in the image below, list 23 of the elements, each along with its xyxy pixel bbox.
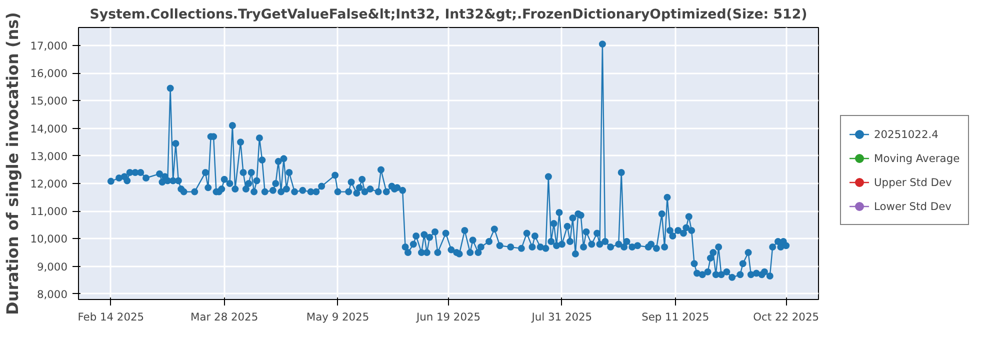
x-tick-label: Jun 19 2025 [415, 310, 481, 324]
y-axis-title: Duration of single invocation (ns) [3, 12, 22, 315]
y-tick-label: 9,000 [36, 260, 68, 274]
y-tick-label: 8,000 [36, 288, 68, 301]
y-tick-label: 12,000 [30, 178, 68, 191]
x-tick-label: May 9 2025 [306, 310, 370, 324]
y-tick-label: 14,000 [30, 122, 68, 136]
legend-label: Upper Std Dev [874, 176, 952, 188]
legend-label: Moving Average [874, 152, 960, 164]
y-tick-label: 17,000 [30, 39, 68, 52]
legend-label: Lower Std Dev [874, 200, 952, 212]
y-tick-label: 15,000 [30, 94, 68, 108]
y-tick-label: 16,000 [30, 67, 68, 80]
x-tick-label: Oct 22 2025 [753, 310, 820, 324]
chart-title: System.Collections.TryGetValueFalse&lt;Int32, Int32&gt;.FrozenDictionaryOptimized(Size: 512) [90, 8, 808, 22]
x-tick-label: Feb 14 2025 [78, 310, 144, 324]
x-tick-label: Jul 31 2025 [530, 310, 592, 324]
y-tick-label: 13,000 [30, 150, 68, 163]
y-tick-label: 11,000 [30, 205, 68, 218]
x-tick-label: Sep 11 2025 [642, 310, 710, 324]
y-tick-label: 10,000 [30, 232, 68, 246]
legend-label: 20251022.4 [874, 128, 938, 140]
x-tick-label: Mar 28 2025 [190, 310, 258, 324]
